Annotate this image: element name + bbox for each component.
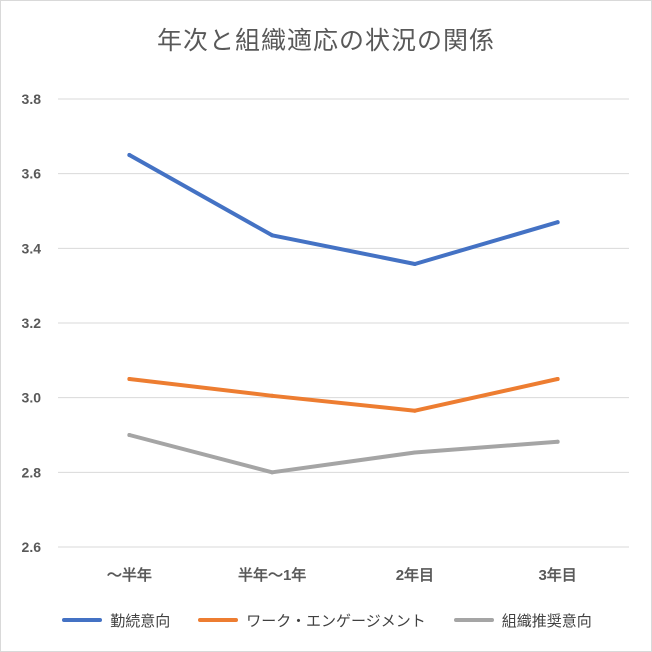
data-point bbox=[270, 233, 275, 238]
y-tick-label: 3.6 bbox=[22, 166, 42, 182]
y-tick-label: 3.2 bbox=[22, 315, 42, 331]
data-point bbox=[127, 153, 132, 157]
data-point bbox=[555, 220, 560, 225]
data-point bbox=[555, 439, 560, 444]
y-tick-label: 3.0 bbox=[22, 390, 42, 406]
legend-swatch bbox=[62, 618, 103, 622]
data-point bbox=[412, 262, 417, 267]
series-line-3 bbox=[127, 433, 560, 475]
legend-item: ワーク・エンゲージメント bbox=[198, 610, 426, 631]
series-line-1 bbox=[127, 153, 560, 266]
x-tick-label: 3年目 bbox=[538, 566, 576, 584]
legend-item: 勤続意向 bbox=[62, 610, 170, 631]
y-tick-label: 3.4 bbox=[22, 240, 42, 256]
legend-swatch bbox=[453, 618, 494, 622]
series-line-2 bbox=[127, 377, 560, 413]
data-point bbox=[412, 408, 417, 413]
x-tick-label: 2年目 bbox=[396, 566, 434, 584]
x-tick-label: 〜半年 bbox=[107, 566, 152, 584]
data-point bbox=[270, 393, 275, 398]
legend-label: 勤続意向 bbox=[110, 611, 171, 630]
x-tick-label: 半年〜1年 bbox=[238, 566, 306, 584]
data-point bbox=[412, 450, 417, 455]
legend: 勤続意向 ワーク・エンゲージメント 組織推奨意向 bbox=[1, 607, 652, 633]
data-point bbox=[127, 377, 132, 381]
legend-label: 組織推奨意向 bbox=[501, 611, 592, 630]
legend-label: ワーク・エンゲージメント bbox=[246, 611, 426, 630]
legend-item: 組織推奨意向 bbox=[453, 610, 592, 631]
y-tick-label: 3.8 bbox=[22, 91, 42, 107]
legend-swatch bbox=[198, 618, 239, 622]
y-tick-label: 2.8 bbox=[22, 464, 42, 480]
chart-title: 年次と組織適応の状況の関係 bbox=[156, 26, 495, 55]
data-point bbox=[270, 470, 275, 475]
data-point bbox=[127, 433, 132, 437]
y-tick-label: 2.6 bbox=[22, 539, 42, 555]
data-point bbox=[555, 377, 560, 381]
